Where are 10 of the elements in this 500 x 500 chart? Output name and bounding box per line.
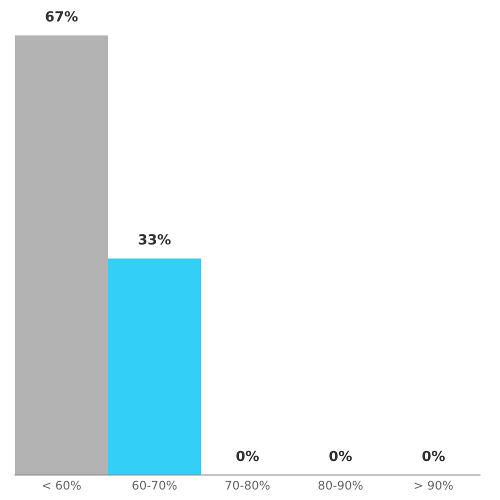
data-label: 0% — [422, 450, 445, 462]
data-label: 33% — [138, 234, 171, 245]
data-label: 0% — [329, 450, 352, 462]
data-label: 67% — [46, 11, 78, 22]
x-tick-label: 80-90% — [318, 480, 363, 490]
x-tick-label: > 90% — [414, 480, 453, 490]
data-label: 0% — [236, 450, 259, 462]
x-tick-label: < 60% — [42, 480, 81, 490]
x-tick-label: 60-70% — [132, 480, 177, 490]
x-tick-label: 70-80% — [226, 480, 270, 490]
